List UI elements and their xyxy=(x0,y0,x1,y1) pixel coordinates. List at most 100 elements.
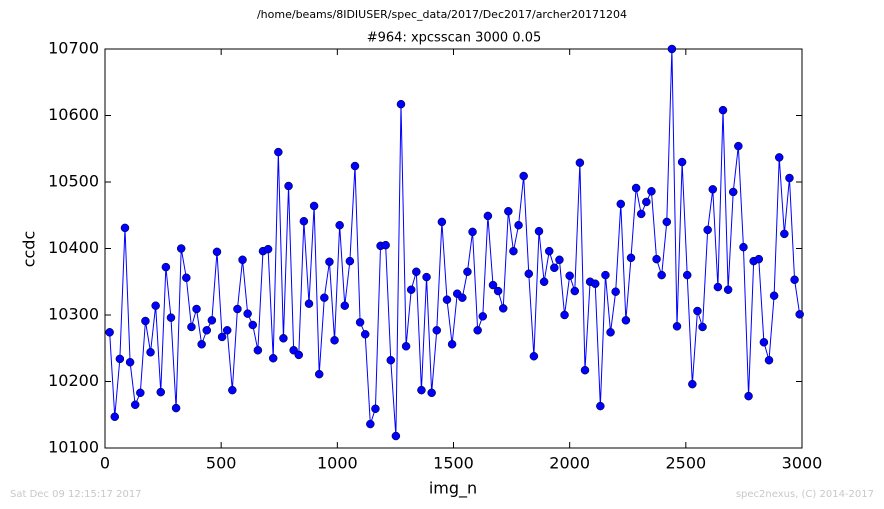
data-point xyxy=(182,273,191,283)
data-point xyxy=(314,369,324,379)
y-tick-label: 10600 xyxy=(48,105,99,124)
data-point xyxy=(381,240,390,250)
data-point xyxy=(524,269,534,279)
data-point xyxy=(565,271,574,281)
data-point xyxy=(417,385,426,395)
data-point xyxy=(667,44,677,54)
data-point xyxy=(156,387,166,397)
data-point xyxy=(463,267,472,277)
data-point xyxy=(734,141,743,151)
data-point xyxy=(110,412,120,421)
series-line xyxy=(109,48,801,437)
data-point xyxy=(360,330,370,339)
data-point xyxy=(171,403,181,413)
data-point xyxy=(728,187,738,197)
data-point xyxy=(718,105,728,115)
data-point xyxy=(161,262,171,272)
data-point xyxy=(115,354,125,364)
data-point xyxy=(590,279,600,288)
data-point xyxy=(785,173,794,183)
data-point xyxy=(550,263,559,273)
data-point xyxy=(657,270,666,280)
data-point xyxy=(498,304,508,313)
data-point xyxy=(350,161,360,171)
data-point xyxy=(176,244,186,253)
data-point xyxy=(355,318,365,327)
data-point xyxy=(299,216,309,226)
footer-right: spec2nexus, (C) 2014-2017 xyxy=(736,489,874,500)
data-point xyxy=(774,153,784,162)
data-point xyxy=(437,217,447,227)
data-point xyxy=(228,385,237,395)
y-tick-label: 10700 xyxy=(48,39,99,58)
data-point xyxy=(212,247,222,257)
data-point xyxy=(626,253,636,263)
data-point xyxy=(263,244,273,254)
data-point xyxy=(708,185,718,194)
data-point xyxy=(207,316,217,325)
y-axis-label: ccdc xyxy=(20,231,39,268)
data-point xyxy=(238,255,247,265)
data-point xyxy=(166,313,176,322)
data-point xyxy=(427,388,436,398)
x-axis-label: img_n xyxy=(429,479,477,499)
data-point xyxy=(345,256,355,266)
data-point xyxy=(325,257,334,267)
data-point xyxy=(539,277,549,286)
data-point xyxy=(146,347,155,357)
data-point xyxy=(125,357,135,367)
x-tick-label: 1000 xyxy=(317,454,358,473)
data-point xyxy=(340,301,350,310)
data-point xyxy=(371,404,380,414)
data-point xyxy=(544,246,554,256)
chart-title: #964: xpcsscan 3000 0.05 xyxy=(367,31,542,46)
x-tick-label: 3000 xyxy=(782,454,823,473)
data-point xyxy=(621,316,631,325)
x-tick-label: 0 xyxy=(100,454,110,473)
data-point xyxy=(703,225,712,235)
data-point xyxy=(713,282,723,292)
y-tick-label: 10500 xyxy=(48,172,99,191)
x-tick-label: 500 xyxy=(206,454,237,473)
data-point xyxy=(330,336,339,345)
data-point xyxy=(514,220,523,230)
plot-frame xyxy=(104,48,803,449)
data-point xyxy=(391,431,401,441)
data-point xyxy=(570,286,580,296)
data-point xyxy=(780,229,789,239)
data-point xyxy=(493,286,503,296)
data-point xyxy=(672,322,682,331)
data-point xyxy=(601,270,610,280)
data-point xyxy=(693,306,702,316)
data-point xyxy=(682,270,692,280)
data-point xyxy=(652,254,661,264)
data-point xyxy=(253,345,263,355)
data-point xyxy=(274,147,283,157)
data-point xyxy=(647,187,656,196)
y-tick-label: 10400 xyxy=(48,238,99,257)
data-point xyxy=(192,304,201,314)
data-point xyxy=(335,220,344,230)
data-point xyxy=(396,99,406,109)
data-point xyxy=(294,350,304,360)
data-point xyxy=(580,365,590,375)
data-point xyxy=(320,293,329,302)
data-point xyxy=(268,353,278,363)
data-point xyxy=(534,226,544,236)
data-point xyxy=(233,304,242,314)
data-point xyxy=(739,242,748,252)
data-point xyxy=(759,338,769,347)
data-point xyxy=(790,275,799,285)
data-point xyxy=(386,355,396,365)
data-point xyxy=(458,293,467,302)
data-point xyxy=(606,328,615,337)
data-point xyxy=(412,267,421,277)
data-point xyxy=(698,322,707,332)
data-point xyxy=(519,171,528,181)
data-point xyxy=(309,201,319,211)
data-point xyxy=(688,379,697,389)
data-point xyxy=(202,326,212,335)
data-point xyxy=(401,342,411,351)
data-point xyxy=(130,400,140,410)
data-point xyxy=(478,312,488,321)
